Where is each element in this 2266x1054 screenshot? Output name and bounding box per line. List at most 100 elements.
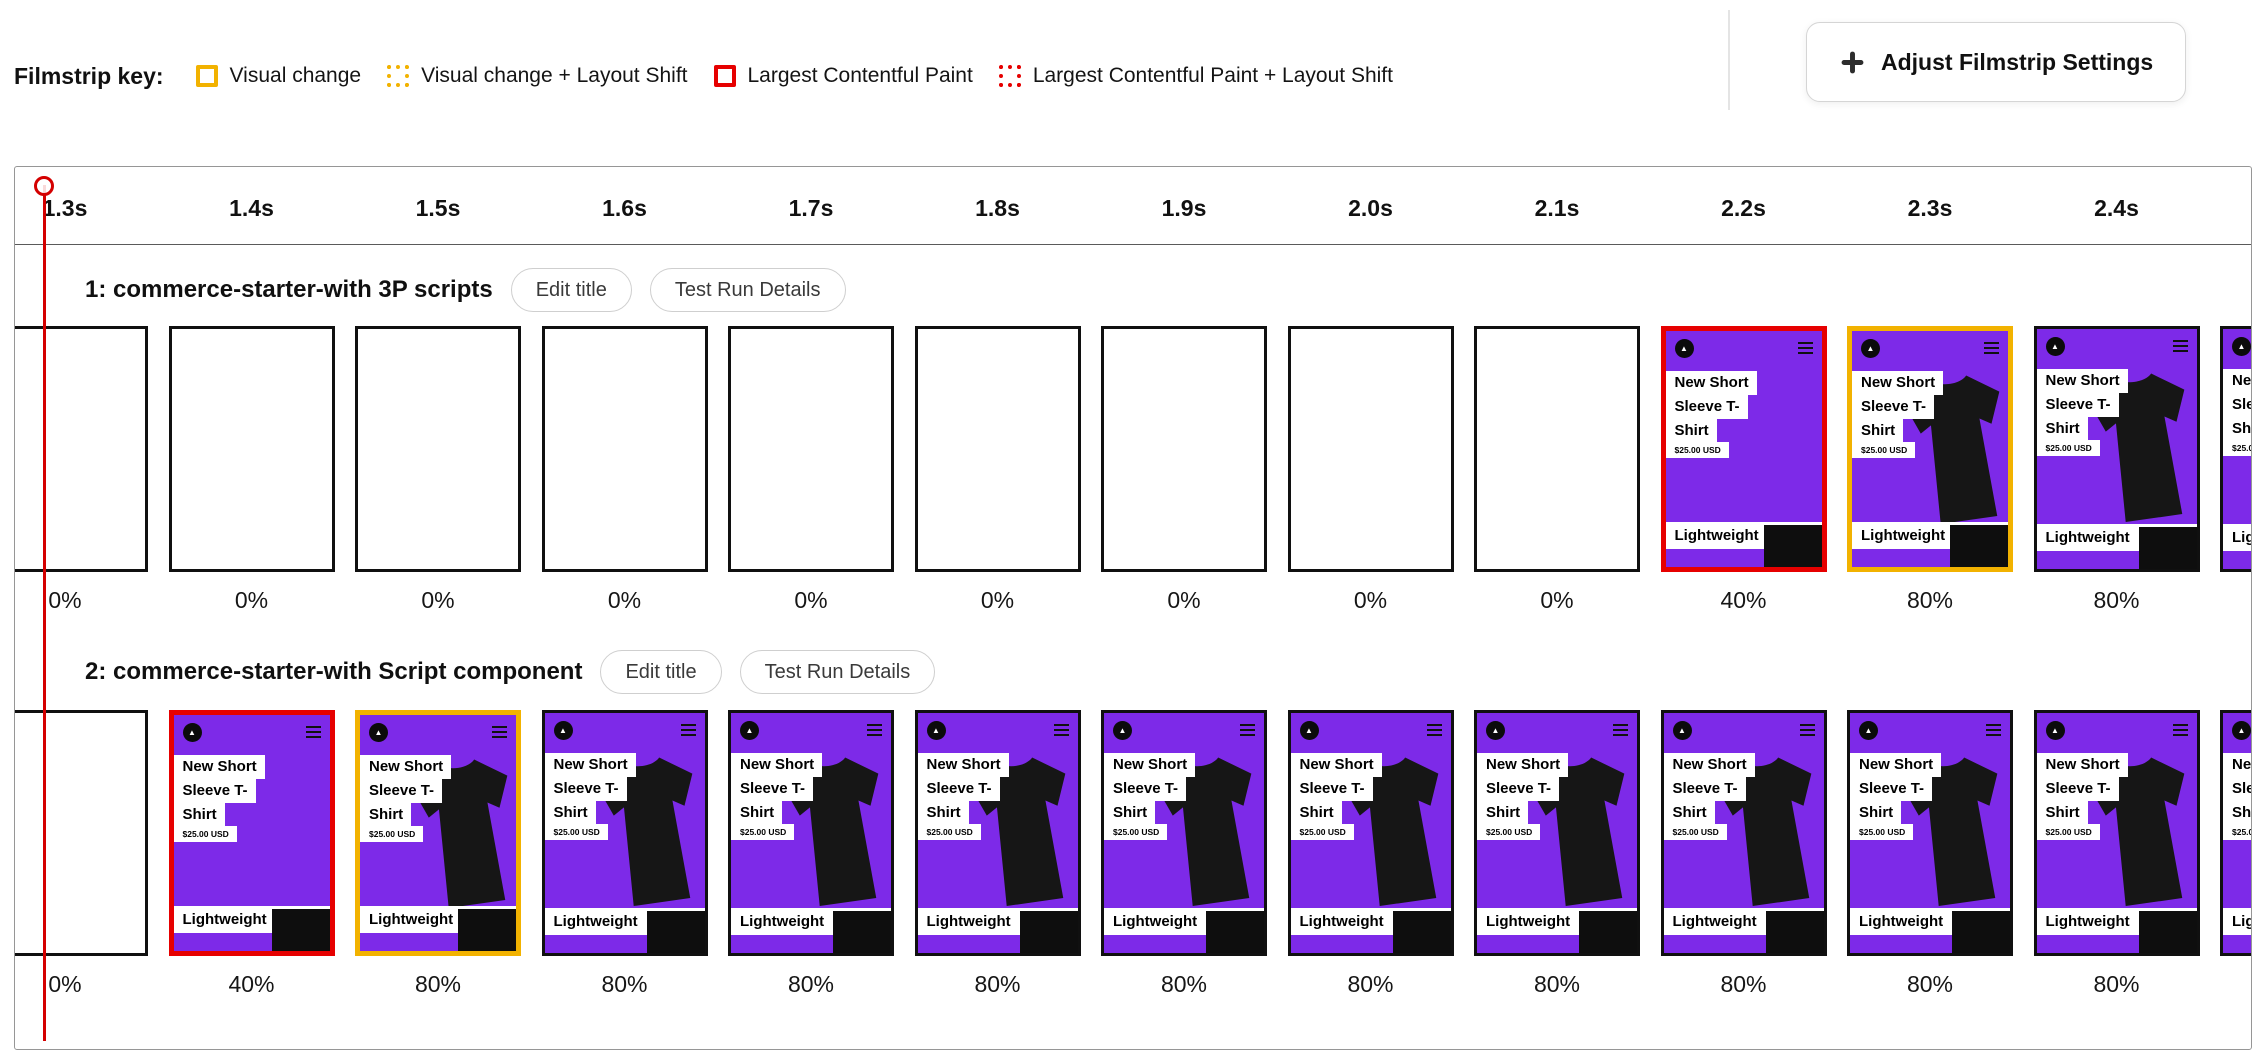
- filmstrip-panel: 1: commerce-starter-with 3P scripts Edit…: [14, 166, 2252, 1050]
- edit-title-button[interactable]: Edit title: [510, 268, 632, 312]
- run-1-title-bar: 1: commerce-starter-with 3P scripts Edit…: [85, 267, 846, 313]
- product-price: $25.00 USD: [2223, 824, 2251, 841]
- product-title-line: Shirt: [1477, 800, 1529, 825]
- adjust-filmstrip-settings-button[interactable]: Adjust Filmstrip Settings: [1806, 22, 2187, 102]
- timeline-tick: 2.2s: [1721, 195, 1766, 221]
- filmstrip-frame[interactable]: [1287, 326, 1454, 572]
- adjust-settings-icon: [1839, 49, 1866, 76]
- product-price: $25.00 USD: [1850, 824, 1914, 841]
- filmstrip-frame[interactable]: [168, 326, 335, 572]
- product-title-line: Shirt: [360, 802, 412, 827]
- product-title-line: Shirt: [1663, 800, 1715, 825]
- dark-box: [1952, 911, 2010, 953]
- test-run-details-button[interactable]: Test Run Details: [649, 268, 846, 312]
- dark-box: [1950, 525, 2008, 567]
- hamburger-menu-icon: [867, 724, 882, 736]
- timeline-tick: 2.3s: [1907, 195, 1953, 221]
- frame-percent: 0%: [421, 587, 455, 613]
- frame-percent: 0%: [980, 587, 1015, 613]
- product-title-line: Shirt: [1104, 800, 1156, 825]
- playhead-handle[interactable]: [34, 176, 54, 196]
- dark-box: [646, 911, 705, 953]
- topbar-divider: [1728, 10, 1730, 110]
- legend-item-visual-change-layout-shift: Visual change + Layout Shift: [387, 64, 688, 88]
- frame-percent: 0%: [607, 587, 642, 613]
- product-tag-label: Lightweight: [2223, 908, 2251, 935]
- legend-item-largest-contentful-paint: Largest Contentful Paint: [713, 64, 973, 88]
- filmstrip-frame[interactable]: [15, 326, 148, 572]
- filmstrip-frame[interactable]: [541, 326, 708, 572]
- product-title-line: Sleeve T-: [2223, 776, 2251, 801]
- product-title-line: Sleeve T-: [1850, 776, 1933, 801]
- filmstrip-frame[interactable]: [355, 326, 521, 572]
- product-title-line: Shirt: [1852, 418, 1904, 443]
- product-title-line: Shirt: [173, 802, 225, 827]
- filmstrip-frame[interactable]: [1101, 326, 1267, 572]
- product-price: $25.00 USD: [1852, 442, 1916, 459]
- filmstrip-frame[interactable]: [1474, 326, 1640, 572]
- playhead-line: [43, 185, 46, 1041]
- hamburger-menu-icon: [2172, 340, 2188, 352]
- product-title-line: Sleeve T-: [1663, 776, 1746, 801]
- product-title-line: Shirt: [2223, 416, 2251, 441]
- legend-label: Visual change: [229, 64, 362, 87]
- filmstrip-frame[interactable]: [728, 326, 894, 572]
- dark-box: [2138, 911, 2197, 953]
- store-logo-icon: ▲: [1299, 721, 1319, 740]
- product-title-line: Sleeve T-: [360, 778, 443, 803]
- edit-title-button[interactable]: Edit title: [600, 650, 722, 694]
- filmstrip-frame[interactable]: [15, 710, 148, 956]
- dark-box: [1392, 911, 1451, 953]
- store-logo-icon: ▲: [1113, 721, 1132, 740]
- test-run-details-button[interactable]: Test Run Details: [739, 650, 936, 694]
- frame-percent: 80%: [1906, 587, 1954, 613]
- adjust-settings-label: Adjust Filmstrip Settings: [1881, 48, 2154, 75]
- timeline-tick: 1.5s: [415, 195, 461, 221]
- filmstrip-frame[interactable]: [914, 326, 1081, 572]
- frame-percent: 80%: [1347, 971, 1394, 997]
- hamburger-menu-icon: [492, 726, 507, 738]
- product-title-line: Sleeve T-: [1477, 776, 1560, 801]
- product-title-line: Shirt: [1665, 418, 1717, 443]
- frame-percent: 0%: [794, 587, 828, 613]
- timeline-tick: 1.8s: [975, 195, 1020, 221]
- frame-percent: 80%: [414, 971, 462, 997]
- hamburger-menu-icon: [305, 726, 321, 738]
- product-price: $25.00 USD: [917, 824, 981, 841]
- legend-label: Visual change + Layout Shift: [421, 64, 688, 87]
- filmstrip-key: Filmstrip key: Visual change Visual chang…: [14, 44, 1393, 108]
- product-title-line: Shirt: [2036, 416, 2088, 441]
- frame-percent: 0%: [1540, 587, 1574, 613]
- product-title-line: Sleeve T-: [731, 776, 814, 801]
